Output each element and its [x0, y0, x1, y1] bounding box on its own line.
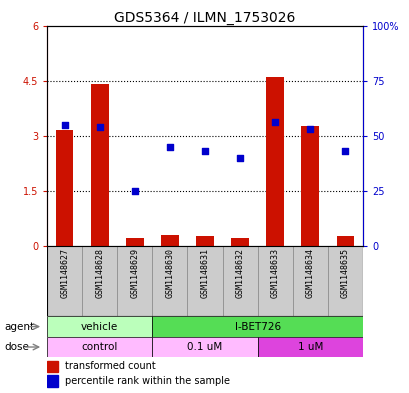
Text: GSM1148633: GSM1148633: [270, 248, 279, 298]
Text: GSM1148629: GSM1148629: [130, 248, 139, 298]
Point: [306, 126, 313, 132]
Point: [61, 121, 68, 128]
Bar: [222, 246, 257, 316]
Bar: [82, 246, 117, 316]
Text: GSM1148632: GSM1148632: [235, 248, 244, 298]
Bar: [47, 316, 152, 337]
Bar: [327, 246, 362, 316]
Point: [271, 119, 278, 125]
Text: GSM1148634: GSM1148634: [305, 248, 314, 298]
Title: GDS5364 / ILMN_1753026: GDS5364 / ILMN_1753026: [114, 11, 295, 24]
Bar: [47, 337, 152, 357]
Bar: [161, 235, 178, 246]
Bar: [257, 337, 362, 357]
Text: GSM1148631: GSM1148631: [200, 248, 209, 298]
Bar: [257, 246, 292, 316]
Bar: [231, 237, 248, 246]
Text: control: control: [81, 342, 118, 352]
Point: [166, 143, 173, 150]
Bar: [301, 127, 318, 246]
Bar: [47, 375, 58, 387]
Text: 0.1 uM: 0.1 uM: [187, 342, 222, 352]
Point: [236, 154, 243, 161]
Bar: [152, 337, 257, 357]
Text: dose: dose: [4, 342, 29, 352]
Text: GSM1148630: GSM1148630: [165, 248, 174, 298]
Point: [96, 124, 103, 130]
Text: 1 uM: 1 uM: [297, 342, 322, 352]
Bar: [152, 316, 362, 337]
Bar: [292, 246, 327, 316]
Bar: [91, 84, 108, 246]
Bar: [152, 246, 187, 316]
Text: I-BET726: I-BET726: [234, 321, 280, 332]
Point: [341, 148, 348, 154]
Text: transformed count: transformed count: [64, 362, 155, 371]
Text: GSM1148628: GSM1148628: [95, 248, 104, 298]
Bar: [117, 246, 152, 316]
Text: vehicle: vehicle: [81, 321, 118, 332]
Point: [131, 187, 138, 194]
Bar: [336, 237, 353, 246]
Bar: [187, 246, 222, 316]
Bar: [196, 237, 213, 246]
Text: agent: agent: [4, 321, 34, 332]
Bar: [47, 360, 58, 372]
Bar: [266, 77, 283, 246]
Text: GSM1148635: GSM1148635: [340, 248, 349, 298]
Bar: [47, 246, 82, 316]
Text: GSM1148627: GSM1148627: [60, 248, 69, 298]
Bar: [126, 238, 143, 246]
Bar: [56, 130, 73, 246]
Text: percentile rank within the sample: percentile rank within the sample: [64, 376, 229, 386]
Point: [201, 148, 208, 154]
